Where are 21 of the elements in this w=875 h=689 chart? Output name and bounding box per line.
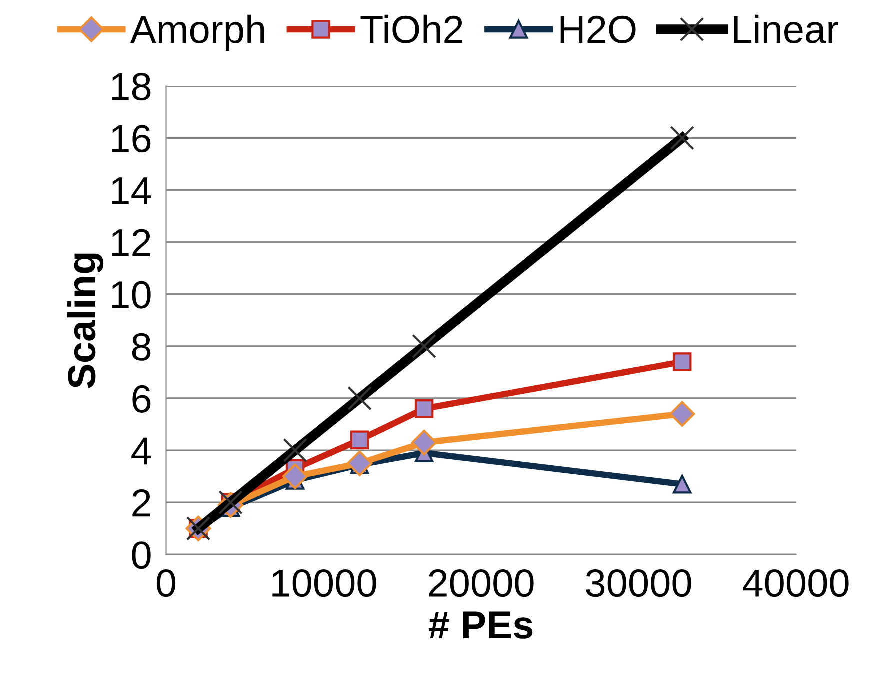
y-tick-label: 2 xyxy=(132,490,150,517)
y-tick-label: 4 xyxy=(132,438,152,465)
y-tick-label: 0 xyxy=(132,542,151,570)
y-axis-title: Scaling xyxy=(67,254,104,388)
y-tick-label: 10 xyxy=(112,281,151,309)
y-tick-label: 18 xyxy=(112,73,151,101)
y-tick-label: 12 xyxy=(112,229,150,256)
x-tick-label: 20000 xyxy=(429,570,534,598)
legend-label: Amorph xyxy=(130,14,264,52)
y-tick-label: 14 xyxy=(112,178,152,204)
x-tick-label: 40000 xyxy=(743,570,849,598)
x-tick-label: 30000 xyxy=(586,570,692,598)
x-axis-title: # PEs xyxy=(428,612,533,639)
x-tick-label: 10000 xyxy=(272,570,376,598)
y-tick-label: 16 xyxy=(112,125,151,153)
y-tick-label: 6 xyxy=(132,385,151,413)
y-tick-label: 8 xyxy=(132,333,151,361)
legend-label: Linear xyxy=(734,14,838,44)
x-tick-label: 0 xyxy=(156,570,176,598)
legend-label: H2O xyxy=(560,16,636,44)
legend-label: TiOh2 xyxy=(360,14,462,44)
